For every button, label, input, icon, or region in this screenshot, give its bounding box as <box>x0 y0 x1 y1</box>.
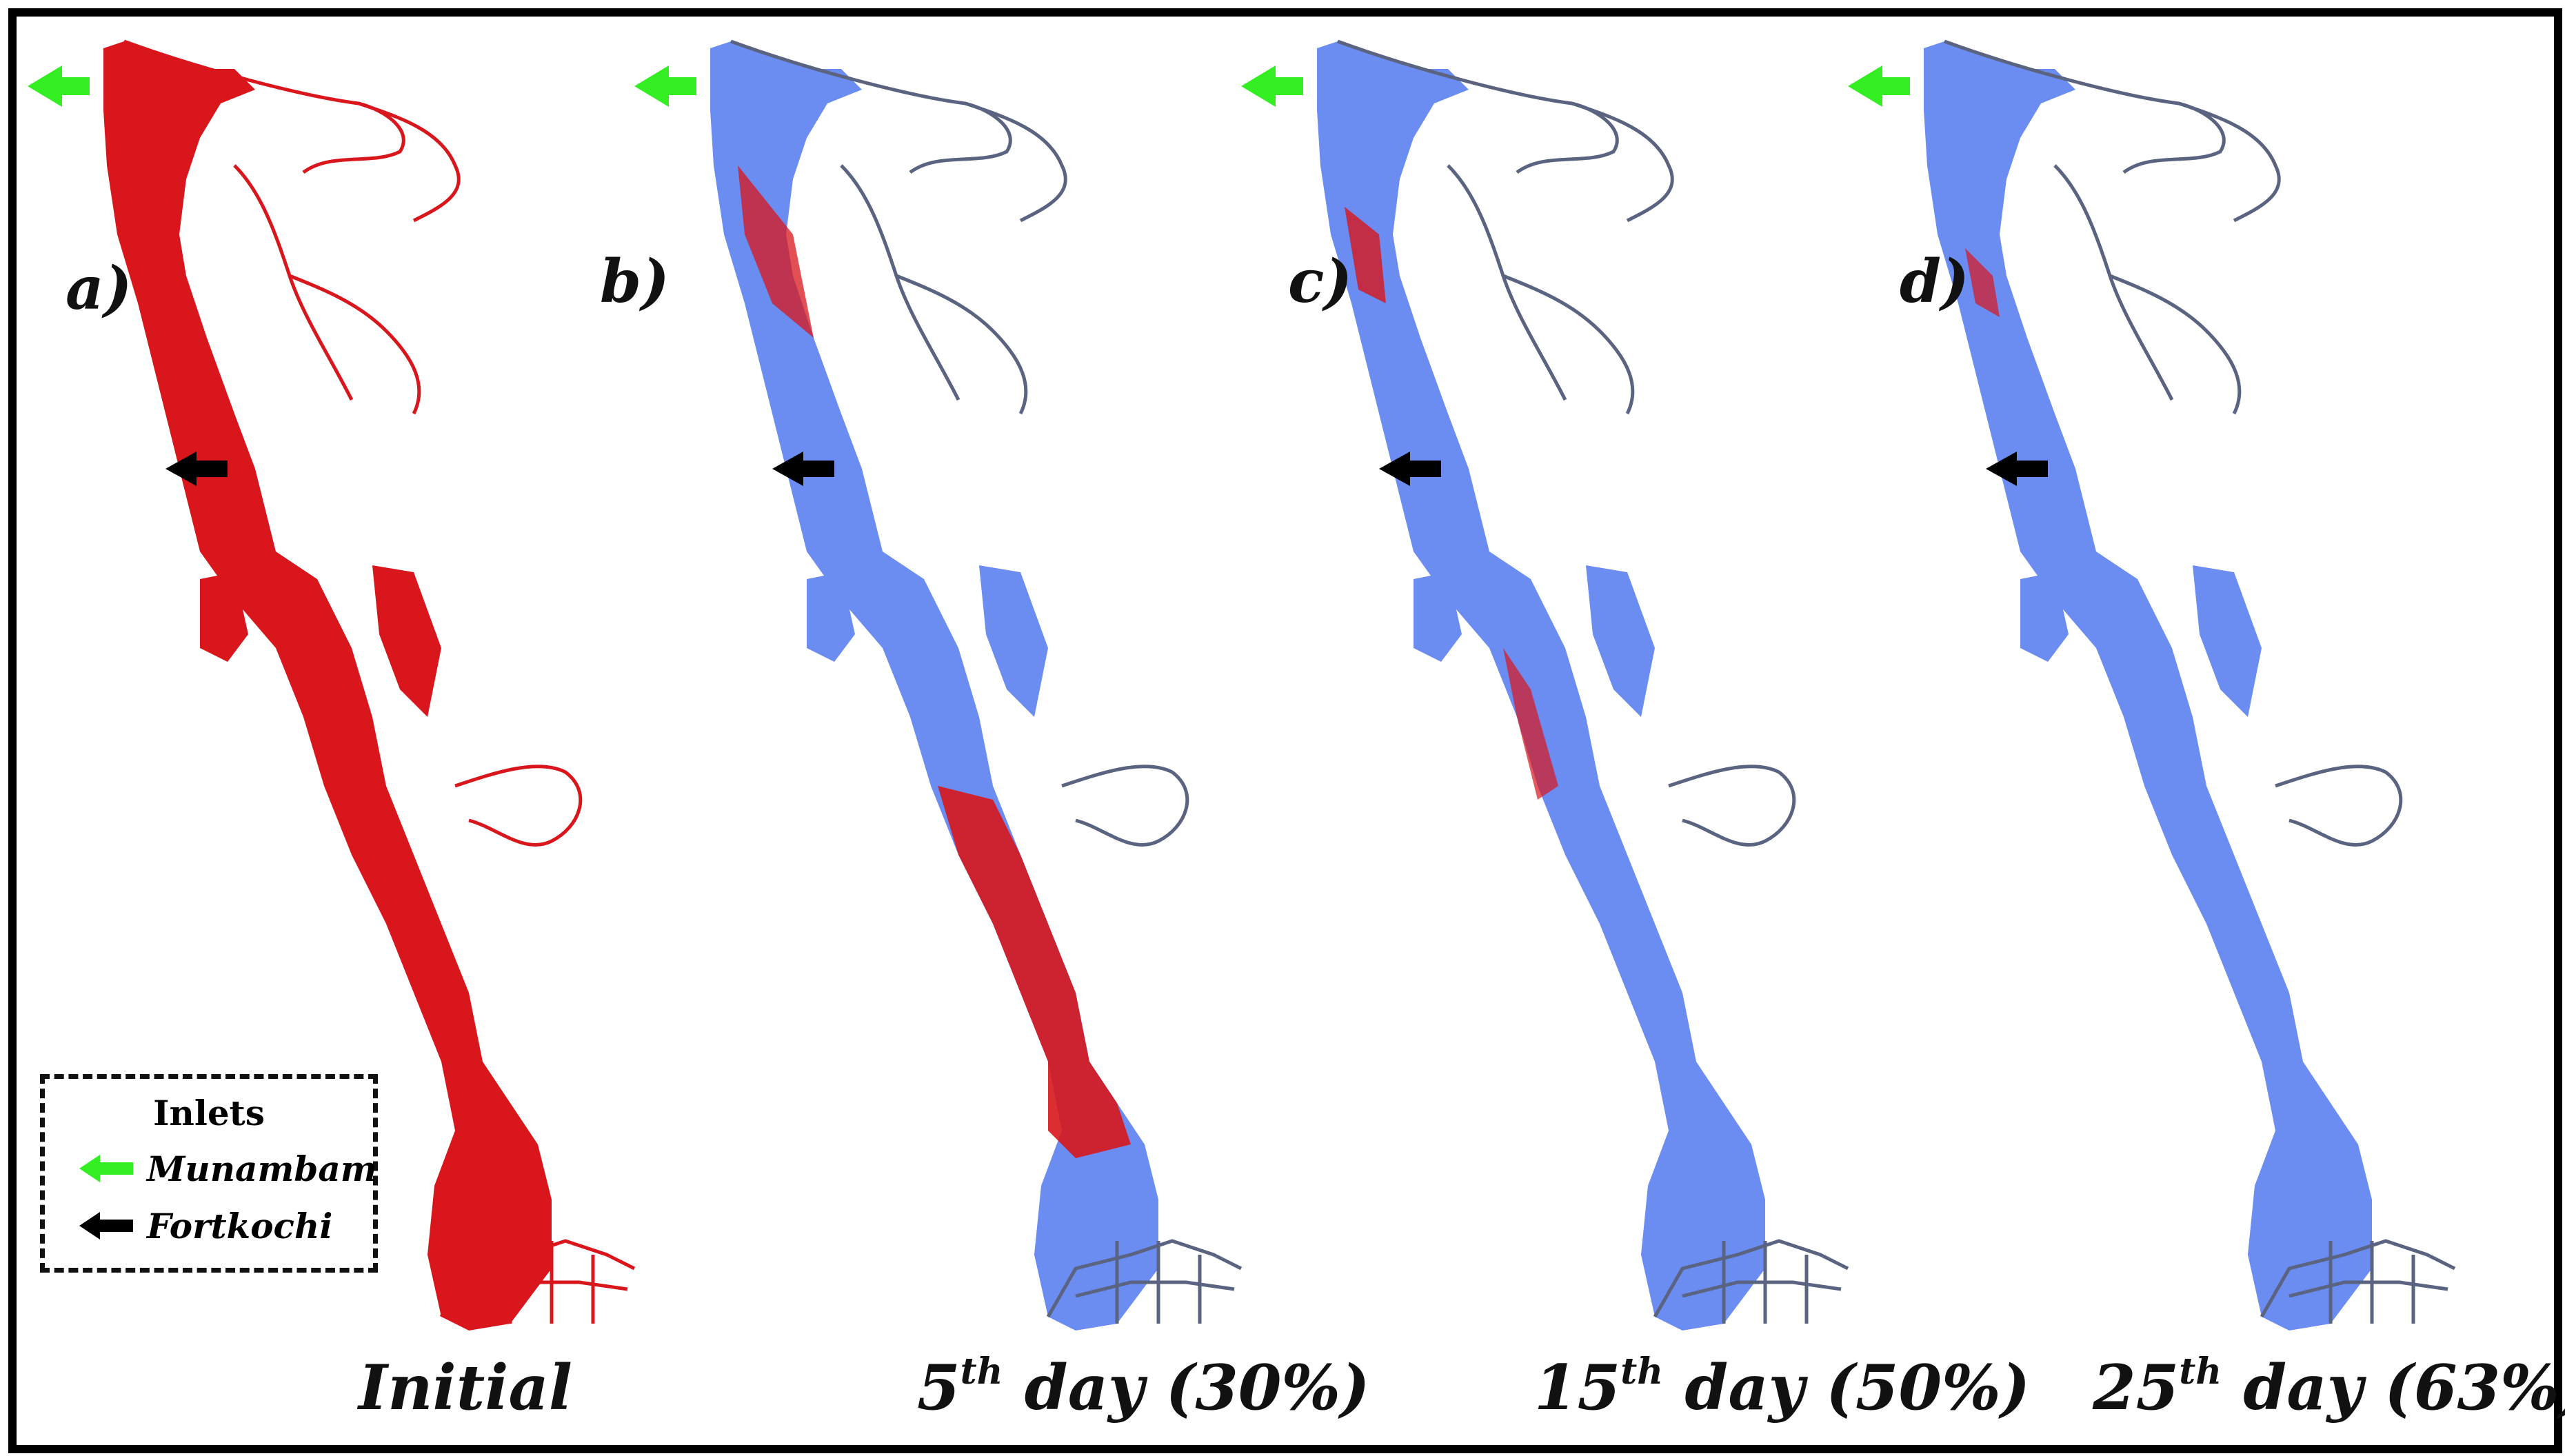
panel-label-a: a) <box>66 254 132 323</box>
legend-label-munambam: Munambam <box>147 1148 377 1189</box>
caption-initial: Initial <box>359 1351 572 1424</box>
green-arrow-left-icon <box>79 1155 133 1182</box>
caption-day-25: 25th day (63%) <box>2093 1351 2565 1424</box>
caption-day-15: 15th day (50%) <box>1534 1351 2031 1424</box>
legend-item-munambam: Munambam <box>79 1144 377 1193</box>
estuary-map-day-25 <box>1924 28 2482 1331</box>
caption-day-5: 5th day (30%) <box>917 1351 1370 1424</box>
panel-label-c: c) <box>1288 247 1353 316</box>
figure-frame <box>8 8 2562 1453</box>
inlets-legend: Inlets Munambam Fortkochi <box>40 1074 378 1273</box>
panel-day-25 <box>1848 28 2482 1337</box>
legend-item-fortkochi: Fortkochi <box>79 1202 332 1250</box>
panel-day-15 <box>1241 28 1875 1337</box>
legend-label-fortkochi: Fortkochi <box>147 1205 333 1246</box>
panel-label-d: d) <box>1900 247 1969 316</box>
panel-label-b: b) <box>600 247 670 316</box>
estuary-map-day-5 <box>710 28 1269 1331</box>
black-arrow-left-icon <box>79 1212 133 1240</box>
estuary-map-day-15 <box>1317 28 1875 1331</box>
legend-title: Inlets <box>153 1093 265 1133</box>
panel-day-5 <box>634 28 1269 1337</box>
